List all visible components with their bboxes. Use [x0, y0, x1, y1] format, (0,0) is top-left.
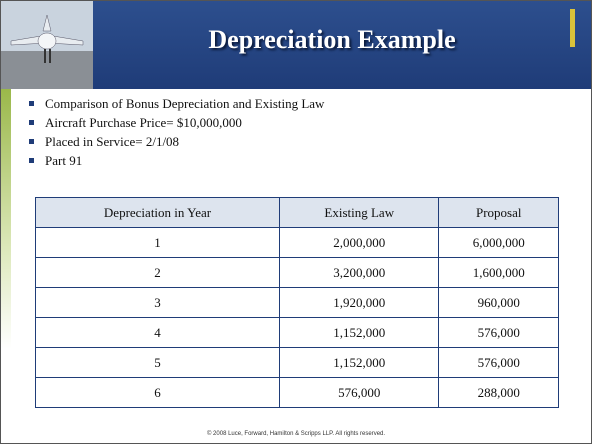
plane-image: [1, 1, 93, 89]
footer: © 2008 Luce, Forward, Hamilton & Scripps…: [1, 431, 591, 437]
table-cell: 1,152,000: [280, 318, 439, 348]
table-cell: 1,152,000: [280, 348, 439, 378]
page: {"header":{"title":"Depreciation Example…: [0, 0, 592, 444]
table-cell: 1,600,000: [439, 258, 559, 288]
table-cell: 960,000: [439, 288, 559, 318]
table-cell: 2: [36, 258, 280, 288]
bullet: Part 91: [27, 151, 324, 170]
header-band: Depreciation Example: [1, 1, 591, 89]
header-cell: Proposal: [439, 198, 559, 228]
side-strip: [1, 89, 11, 349]
table-cell: 576,000: [280, 378, 439, 408]
bullet: Comparison of Bonus Depreciation and Exi…: [27, 94, 324, 113]
bullet-list: Comparison of Bonus Depreciation and Exi…: [27, 94, 324, 170]
table-cell: 288,000: [439, 378, 559, 408]
table-cell: 3,200,000: [280, 258, 439, 288]
table-cell: 2,000,000: [280, 228, 439, 258]
bullet: Placed in Service= 2/1/08: [27, 132, 324, 151]
slide: Depreciation Example Comparison of Bonus…: [0, 0, 592, 444]
table-cell: 1: [36, 228, 280, 258]
bullet: Aircraft Purchase Price= $10,000,000: [27, 113, 324, 132]
table-cell: 4: [36, 318, 280, 348]
header-cell: Depreciation in Year: [36, 198, 280, 228]
slide-title: Depreciation Example: [93, 25, 571, 55]
accent-bar: [570, 9, 575, 47]
table-cell: 576,000: [439, 348, 559, 378]
header-cell: Existing Law: [280, 198, 439, 228]
table-cell: 3: [36, 288, 280, 318]
table-cell: 1,920,000: [280, 288, 439, 318]
table-cell: 5: [36, 348, 280, 378]
table-cell: 6,000,000: [439, 228, 559, 258]
table-cell: 576,000: [439, 318, 559, 348]
table-cell: 6: [36, 378, 280, 408]
